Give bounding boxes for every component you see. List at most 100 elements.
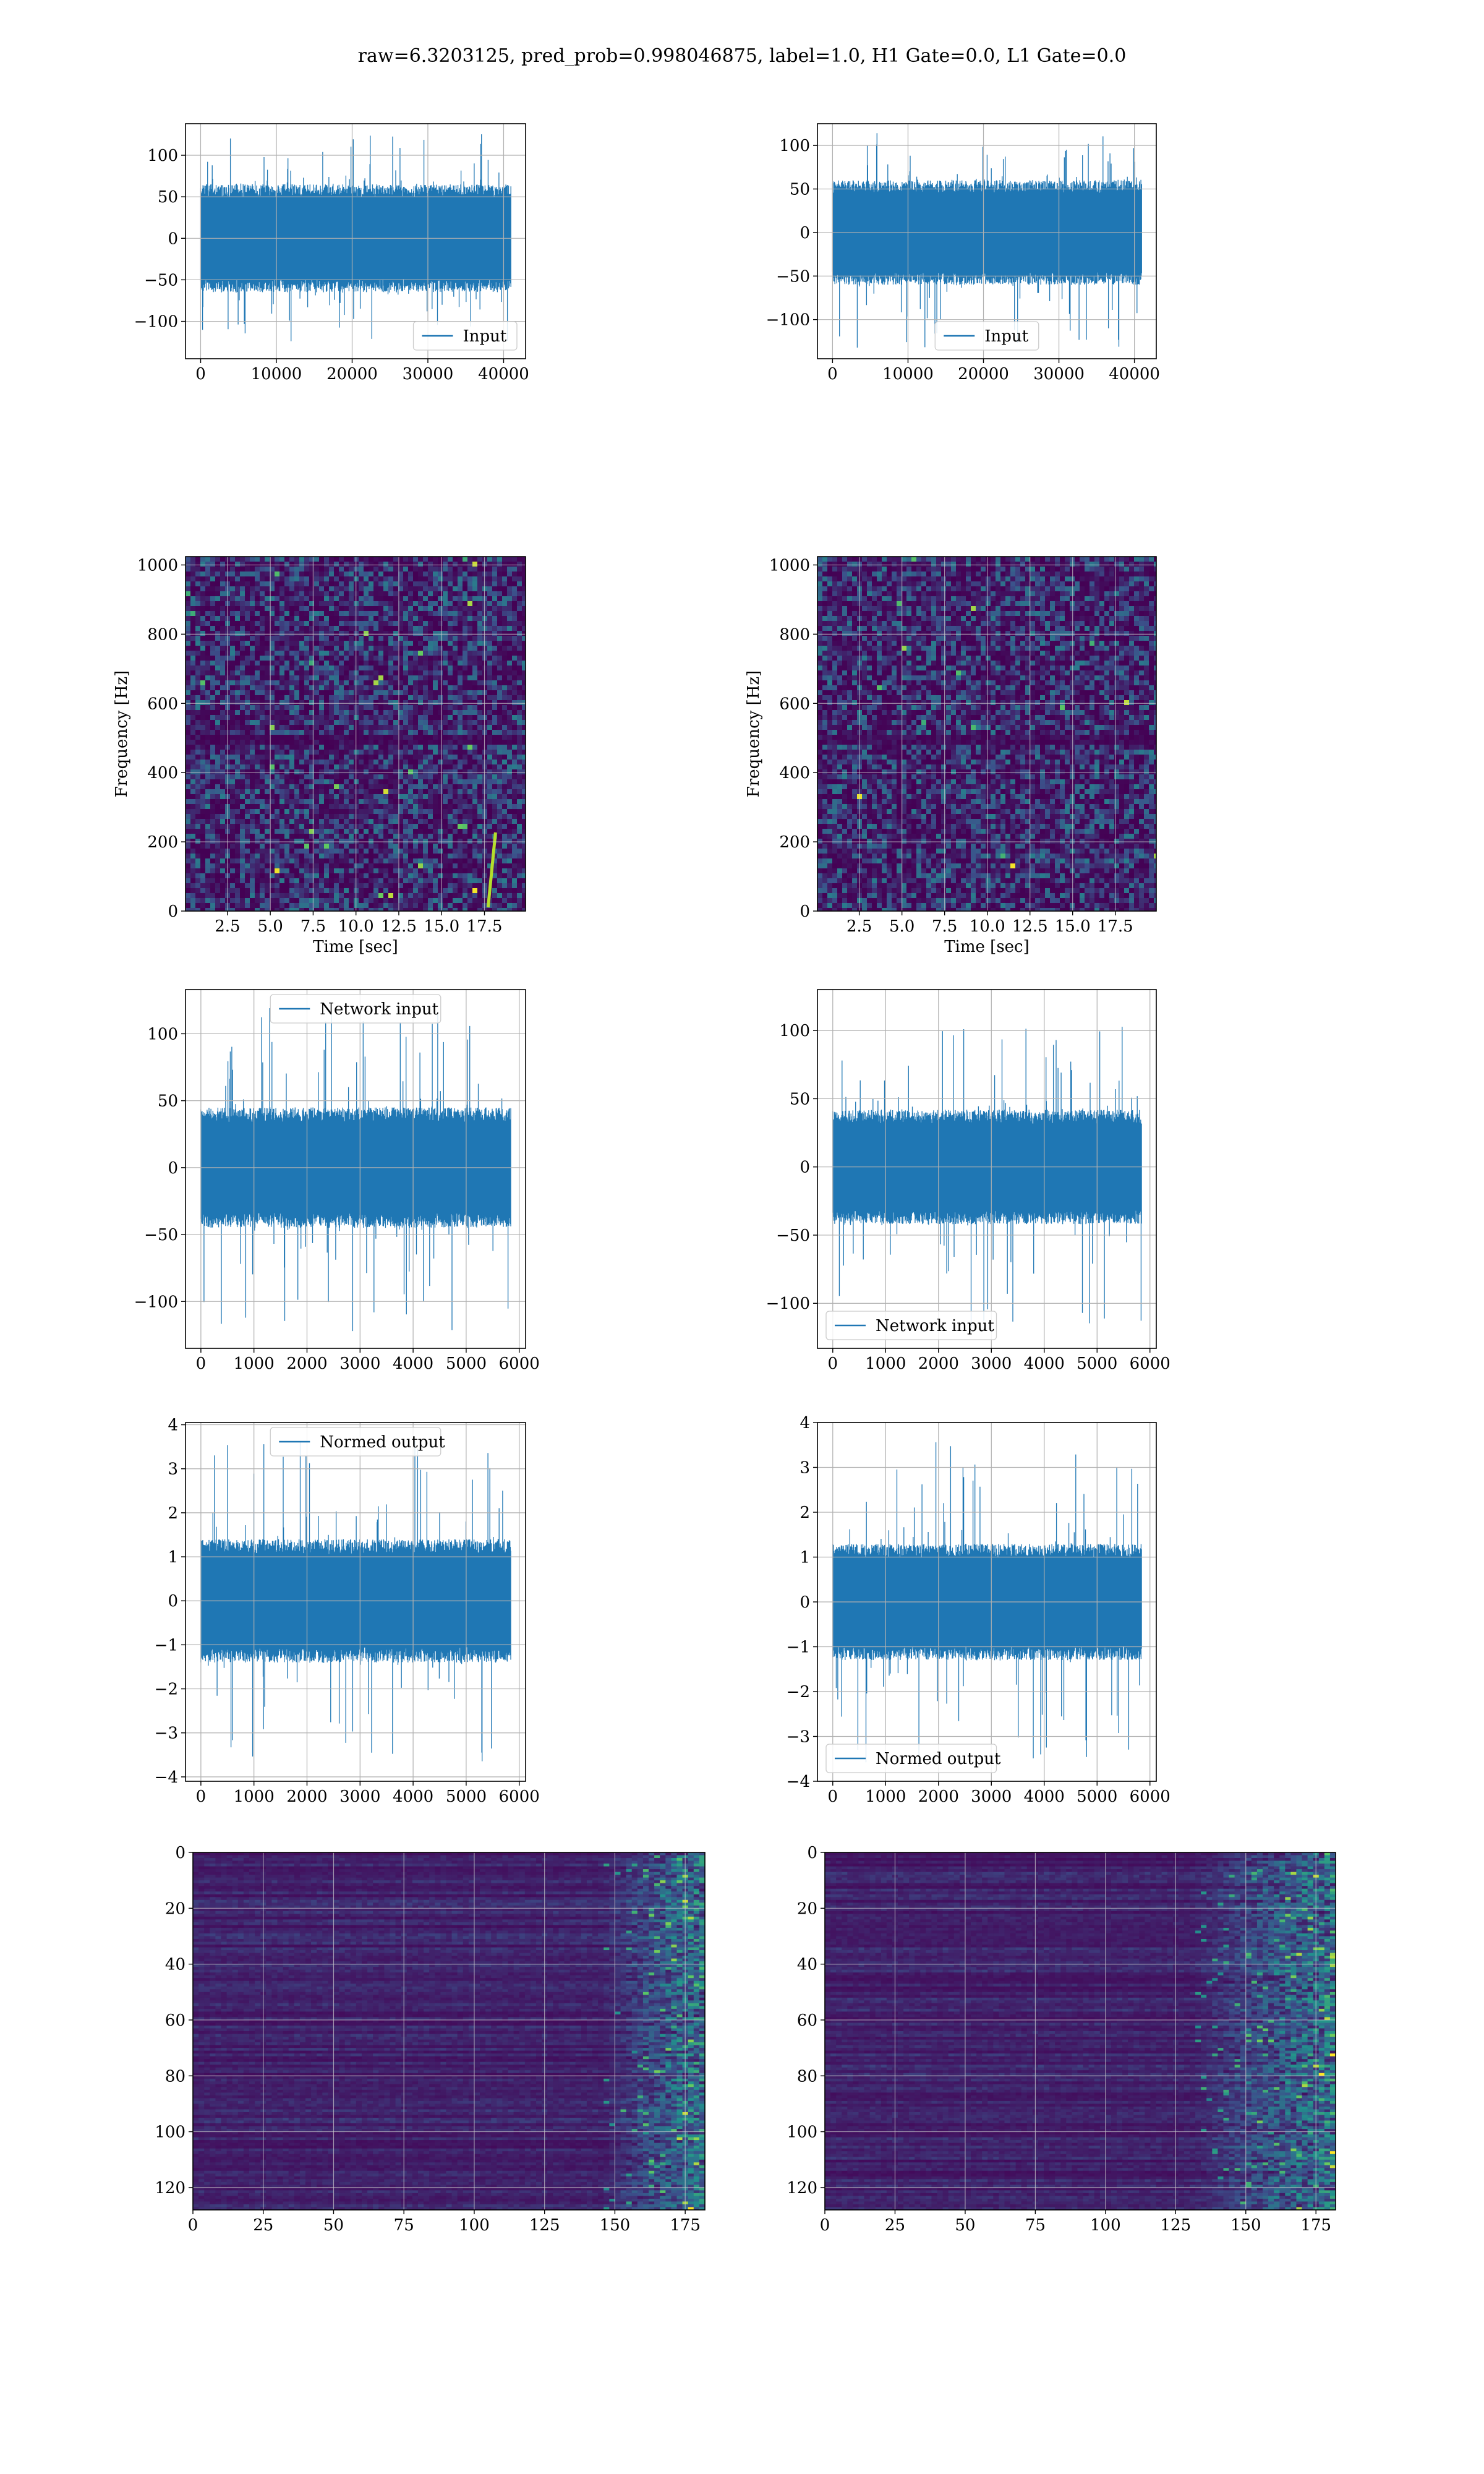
x-tick-label-p00: 30000: [403, 365, 454, 383]
plot-area-p40: [193, 1852, 705, 2210]
plot-area-p00: [200, 134, 511, 341]
plot-area-p31: [832, 1442, 1142, 1767]
x-tick-label-p31: 4000: [1024, 1787, 1065, 1806]
y-tick-label-p21: 100: [779, 1022, 810, 1040]
y-tick-label-p30: 1: [168, 1548, 178, 1567]
legend-label-p20: Network input: [320, 1000, 438, 1019]
legend-p30: Normed output: [270, 1427, 445, 1457]
x-axis-label-p10: Time [sec]: [313, 938, 398, 956]
x-tick-label-p10: 5.0: [257, 917, 283, 936]
y-tick-label-p20: 0: [168, 1159, 178, 1178]
x-tick-label-p41: 50: [955, 2216, 975, 2235]
x-tick-label-p21: 0: [828, 1355, 838, 1373]
y-tick-label-p21: 0: [800, 1158, 810, 1177]
x-tick-label-p11: 7.5: [932, 917, 957, 936]
legend-label-p30: Normed output: [320, 1433, 445, 1452]
x-tick-label-p41: 125: [1160, 2216, 1191, 2235]
legend-p31: Normed output: [825, 1744, 1001, 1773]
y-tick-label-p00: 100: [147, 147, 178, 165]
y-tick-label-p31: −1: [787, 1638, 810, 1657]
y-tick-label-p41: 0: [807, 1844, 817, 1862]
x-tick-label-p20: 3000: [339, 1355, 380, 1373]
y-tick-label-p30: 2: [168, 1504, 178, 1523]
plot-area-p11: [817, 557, 1156, 911]
x-tick-label-p41: 150: [1230, 2216, 1261, 2235]
grid-p21: [817, 990, 1156, 1348]
y-tick-label-p20: −50: [144, 1226, 178, 1244]
legend-label-p31: Normed output: [876, 1750, 1001, 1768]
x-tick-label-p00: 0: [195, 365, 206, 383]
y-tick-label-p11: 0: [800, 902, 810, 921]
y-tick-label-p01: −50: [776, 267, 810, 286]
x-tick-label-p40: 25: [253, 2216, 273, 2235]
plot-area-p41: [825, 1852, 1336, 2210]
legend-p00: Input: [412, 321, 518, 351]
subplot-p30: 0 1000 2000 3000 4000 5000 6000 −4 −3 −2 −1 0 1 2 3 4 No…: [155, 1416, 540, 1806]
x-tick-label-p41: 75: [1025, 2216, 1046, 2235]
axes-frame-p21: [817, 989, 1157, 1349]
subplot-p31: 0 1000 2000 3000 4000 5000 6000 −4 −3 −2 −1 0 1 2 3 4 No…: [787, 1414, 1171, 1806]
y-tick-label-p30: −2: [155, 1680, 178, 1699]
y-tick-label-p40: 100: [155, 2123, 186, 2142]
axes-frame-p20: [185, 989, 526, 1349]
x-tick-label-p20: 1000: [234, 1355, 275, 1373]
y-tick-label-p41: 60: [797, 2011, 817, 2030]
x-tick-label-p11: 2.5: [846, 917, 872, 936]
y-tick-label-p41: 100: [787, 2123, 817, 2142]
y-tick-label-p40: 80: [165, 2067, 186, 2086]
subplot-p10: 2.5 5.0 7.5 10.0 12.5 15.0 17.5 0 200 400 600 800 10…: [113, 556, 526, 956]
y-tick-label-p10: 800: [147, 625, 178, 644]
x-tick-label-p21: 5000: [1077, 1355, 1117, 1373]
x-tick-label-p31: 3000: [971, 1787, 1012, 1806]
x-tick-label-p40: 50: [323, 2216, 344, 2235]
x-tick-label-p01: 40000: [1109, 365, 1160, 383]
x-tick-label-p11: 15.0: [1055, 917, 1091, 936]
grid-p01: [817, 124, 1156, 359]
x-tick-label-p21: 4000: [1024, 1355, 1065, 1373]
axes-frame-p01: [817, 123, 1157, 359]
figure-title: raw=6.3203125, pred_prob=0.998046875, la…: [358, 45, 1127, 67]
x-tick-label-p10: 7.5: [301, 917, 326, 936]
x-tick-label-p11: 10.0: [970, 917, 1005, 936]
y-tick-label-p20: 50: [158, 1092, 178, 1111]
subplots: 0 10000 20000 30000 40000−100−50050100Input0…: [113, 123, 1336, 2235]
series-line-p00: [200, 134, 511, 341]
series-line-p01: [832, 133, 1142, 348]
y-tick-label-p11: 400: [779, 764, 810, 782]
x-tick-label-p41: 175: [1300, 2216, 1331, 2235]
y-tick-label-p40: 60: [165, 2011, 186, 2030]
x-tick-label-p21: 6000: [1130, 1355, 1171, 1373]
x-tick-label-p20: 2000: [286, 1355, 327, 1373]
x-tick-label-p01: 20000: [958, 365, 1009, 383]
subplot-p01: 0 10000 20000 30000 40000 −100 −50 0 50 100 Input: [766, 123, 1160, 383]
x-tick-label-p00: 20000: [326, 365, 378, 383]
y-tick-label-p00: 0: [168, 229, 178, 248]
y-tick-label-p31: 2: [800, 1504, 810, 1522]
x-tick-label-p21: 2000: [918, 1355, 959, 1373]
x-tick-label-p00: 10000: [251, 365, 302, 383]
x-tick-label-p31: 6000: [1130, 1787, 1171, 1806]
x-tick-label-p31: 1000: [865, 1787, 906, 1806]
x-tick-label-p20: 0: [196, 1355, 207, 1373]
y-tick-label-p40: 40: [165, 1956, 186, 1974]
x-tick-label-p41: 100: [1090, 2216, 1121, 2235]
y-tick-label-p41: 120: [787, 2179, 817, 2198]
y-tick-label-p30: −1: [155, 1636, 178, 1654]
grid-p30: [186, 1423, 526, 1781]
y-tick-label-p21: −50: [776, 1226, 810, 1245]
x-tick-label-p30: 3000: [339, 1787, 380, 1806]
x-tick-label-p40: 175: [670, 2216, 701, 2235]
y-tick-label-p31: 4: [800, 1414, 810, 1432]
x-tick-label-p30: 5000: [446, 1787, 487, 1806]
axes-frame-p40: [192, 1852, 706, 2211]
y-tick-label-p00: −50: [144, 271, 178, 289]
x-tick-label-p21: 3000: [971, 1355, 1012, 1373]
x-tick-label-p20: 5000: [446, 1355, 487, 1373]
x-tick-label-p31: 0: [828, 1787, 838, 1806]
plot-area-p01: [832, 133, 1142, 348]
y-tick-label-p31: 1: [800, 1549, 810, 1567]
y-tick-label-p00: 50: [158, 188, 178, 207]
subplot-p21: 0 1000 2000 3000 4000 5000 6000 −100 −50 0 50 100 Ne…: [766, 989, 1171, 1373]
y-tick-label-p00: −100: [134, 313, 178, 332]
